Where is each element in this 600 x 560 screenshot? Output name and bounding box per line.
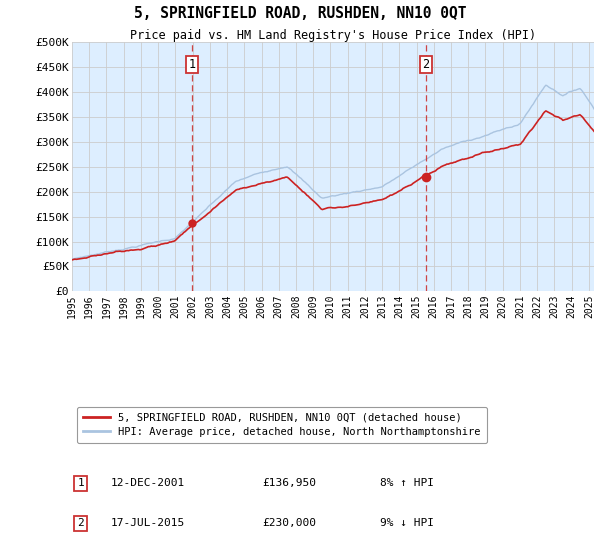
Text: 5, SPRINGFIELD ROAD, RUSHDEN, NN10 0QT: 5, SPRINGFIELD ROAD, RUSHDEN, NN10 0QT (134, 6, 466, 21)
Text: 9% ↓ HPI: 9% ↓ HPI (380, 519, 434, 529)
Text: 12-DEC-2001: 12-DEC-2001 (111, 478, 185, 488)
Title: Price paid vs. HM Land Registry's House Price Index (HPI): Price paid vs. HM Land Registry's House … (130, 29, 536, 42)
Text: £230,000: £230,000 (263, 519, 317, 529)
Text: 8% ↑ HPI: 8% ↑ HPI (380, 478, 434, 488)
Legend: 5, SPRINGFIELD ROAD, RUSHDEN, NN10 0QT (detached house), HPI: Average price, det: 5, SPRINGFIELD ROAD, RUSHDEN, NN10 0QT (… (77, 407, 487, 444)
Text: 2: 2 (422, 58, 430, 71)
Text: £136,950: £136,950 (263, 478, 317, 488)
Text: 2: 2 (77, 519, 84, 529)
Text: 1: 1 (188, 58, 195, 71)
Text: 1: 1 (77, 478, 84, 488)
Text: 17-JUL-2015: 17-JUL-2015 (111, 519, 185, 529)
